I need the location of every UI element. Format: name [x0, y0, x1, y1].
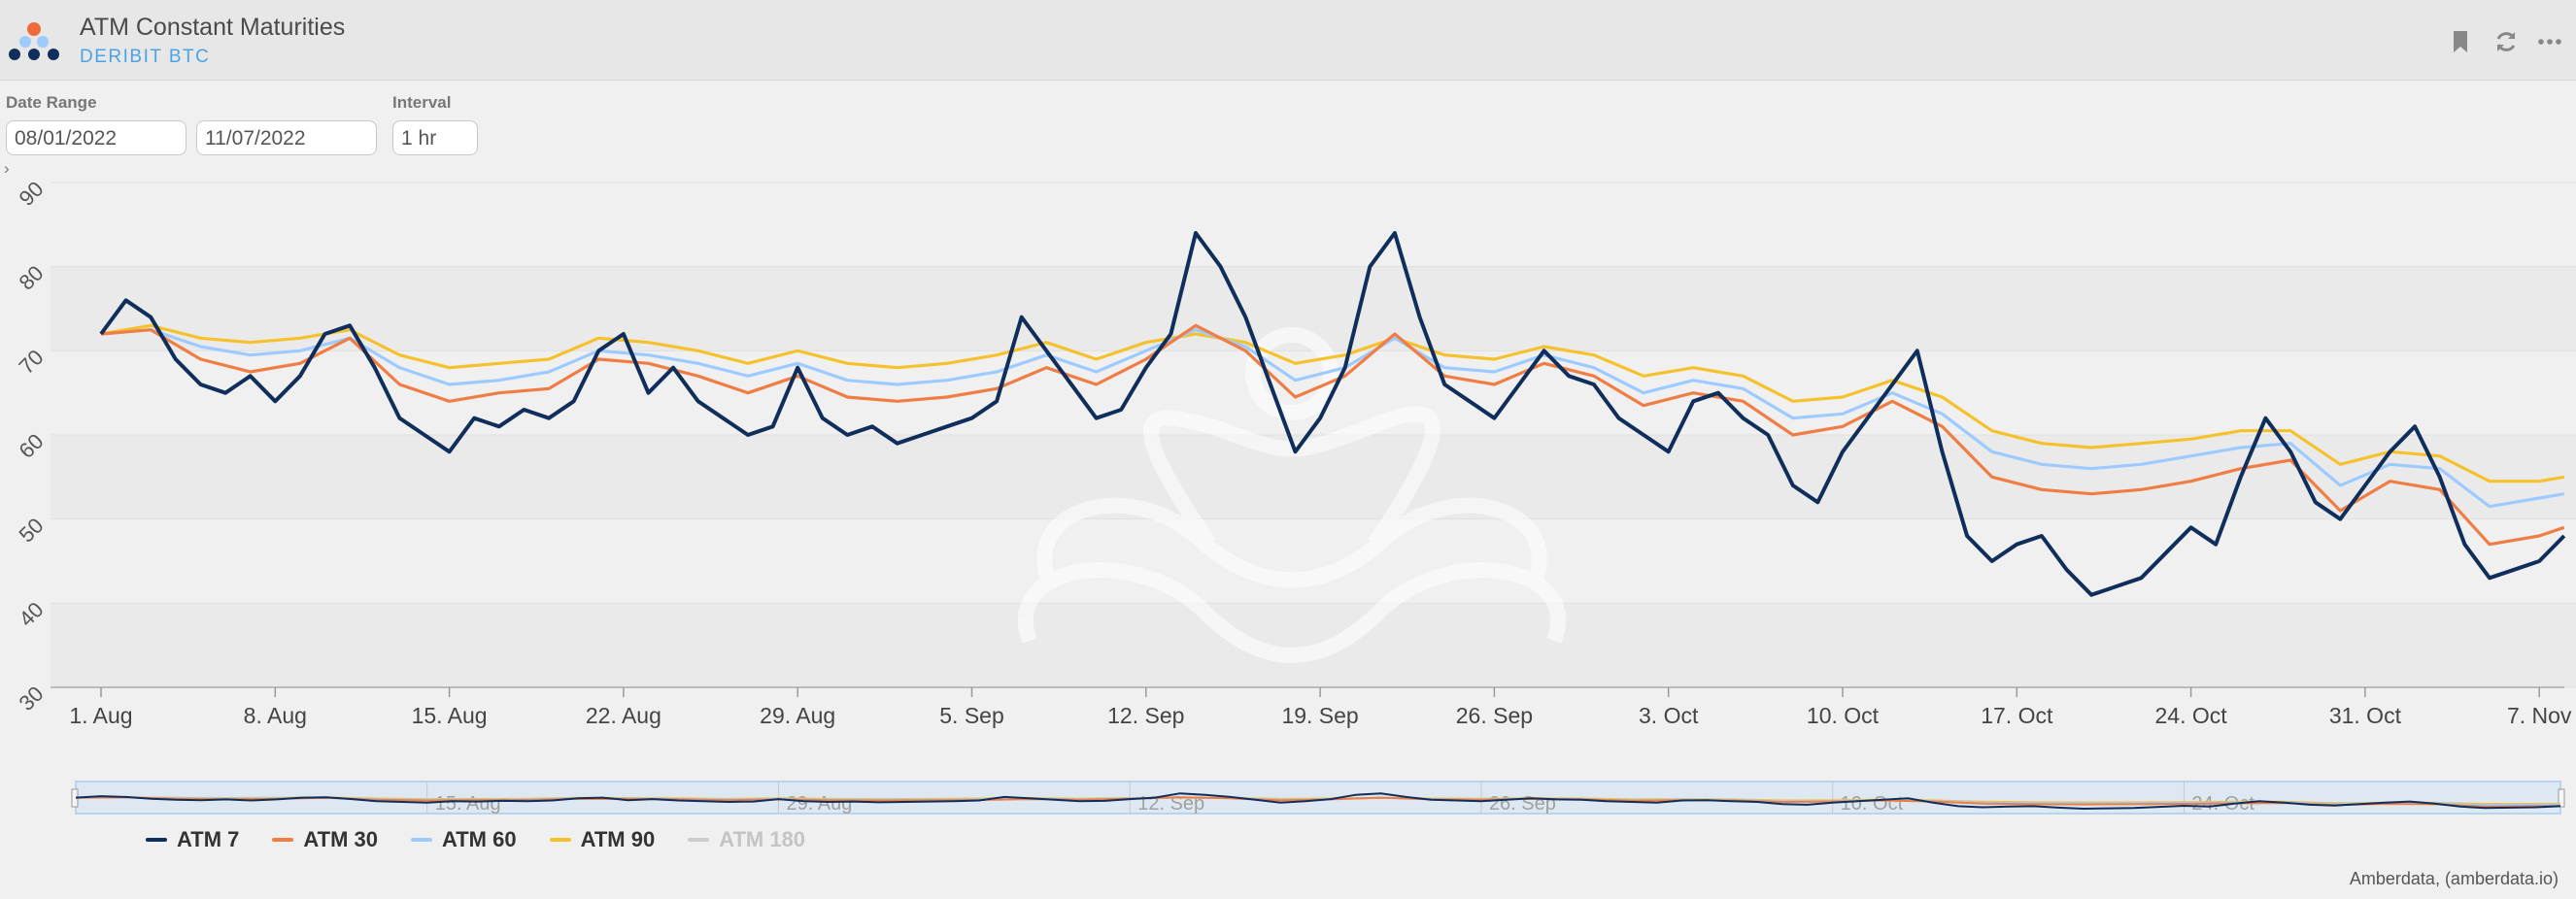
legend-label-atm7: ATM 7 [177, 827, 240, 851]
watermark-curve [1143, 406, 1441, 549]
chart-legend: ATM 7 ATM 30 ATM 60 ATM 90 ATM 180 [146, 827, 805, 852]
legend-label-atm60: ATM 60 [441, 827, 517, 851]
watermark-logo [1017, 327, 1567, 663]
plot-band [51, 183, 2576, 267]
x-tick-label: 1. Aug [69, 703, 132, 728]
legend-item-atm60[interactable]: ATM 60 [410, 827, 517, 852]
legend-label-atm30: ATM 30 [303, 827, 378, 851]
legend-item-atm90[interactable]: ATM 90 [549, 827, 656, 852]
widget-title: ATM Constant Maturities [80, 14, 346, 41]
watermark-curve [1017, 562, 1567, 663]
x-tick-label: 10. Oct [1807, 703, 1880, 728]
x-tick-label: 8. Aug [244, 703, 307, 728]
x-tick-label: 26. Sep [1456, 703, 1533, 728]
navigator-tick-label: 26. Sep [1489, 793, 1556, 815]
watermark-circle [1245, 327, 1339, 420]
refresh-icon[interactable] [2491, 27, 2521, 56]
x-tick-label: 7. Nov [2507, 703, 2572, 728]
watermark-curve [1036, 497, 1547, 588]
navigator-tick-label: 10. Oct [1841, 793, 1904, 815]
navigator-tick-label: 15. Aug [435, 793, 501, 815]
interval-select[interactable]: 1 hr [392, 120, 478, 155]
start-date-input[interactable]: 08/01/2022 [6, 120, 186, 155]
navigator-handle-right [2558, 788, 2565, 808]
y-tick-label: 30 [15, 682, 49, 716]
legend-label-atm180: ATM 180 [719, 827, 806, 851]
series-line-atm7 [99, 231, 2566, 597]
legend-swatch-atm7 [146, 838, 167, 842]
x-tick-label: 15. Aug [412, 703, 488, 728]
legend-label-atm90: ATM 90 [580, 827, 656, 851]
y-tick-label: 70 [15, 345, 49, 379]
interval-label: Interval [392, 93, 452, 112]
x-tick-label: 3. Oct [1639, 703, 1699, 728]
x-tick-label: 31. Oct [2329, 703, 2402, 728]
bookmark-icon[interactable] [2446, 27, 2475, 56]
navigator-series-atm7 [75, 792, 2561, 811]
end-date-input[interactable]: 11/07/2022 [196, 120, 377, 155]
x-tick-label: 17. Oct [1981, 703, 2053, 728]
legend-item-atm30[interactable]: ATM 30 [272, 827, 378, 852]
more-icon[interactable] [2535, 27, 2564, 56]
x-tick-label: 5. Sep [939, 703, 1004, 728]
x-tick-label: 12. Sep [1107, 703, 1184, 728]
navigator-tick-label: 12. Sep [1137, 793, 1204, 815]
legend-swatch-atm90 [549, 838, 571, 842]
widget-header: ATM Constant Maturities DERIBIT BTC [0, 0, 2576, 81]
legend-item-atm7[interactable]: ATM 7 [146, 827, 239, 852]
date-range-label: Date Range [6, 93, 97, 112]
navigator-tick-label: 29. Aug [786, 793, 852, 815]
series-line-atm90 [100, 323, 2565, 483]
amberdata-logo [9, 22, 59, 60]
legend-swatch-atm180 [688, 838, 710, 842]
y-tick-label: 80 [15, 261, 49, 295]
x-tick-label: 19. Sep [1281, 703, 1358, 728]
series-line-atm30 [100, 323, 2565, 547]
x-tick-label: 29. Aug [760, 703, 835, 728]
y-tick-label: 60 [15, 429, 49, 463]
x-tick-label: 24. Oct [2155, 703, 2228, 728]
x-tick-label: 22. Aug [586, 703, 661, 728]
credit-text: Amberdata, (amberdata.io) [2349, 869, 2559, 888]
legend-swatch-atm30 [272, 838, 294, 842]
chevron-right-icon[interactable]: › [4, 159, 10, 178]
widget-subtitle: DERIBIT BTC [80, 47, 211, 67]
legend-swatch-atm60 [410, 838, 432, 842]
y-tick-label: 50 [15, 514, 49, 548]
y-tick-label: 40 [15, 597, 49, 631]
y-tick-label: 90 [15, 177, 49, 211]
legend-item-atm180[interactable]: ATM 180 [688, 827, 805, 852]
